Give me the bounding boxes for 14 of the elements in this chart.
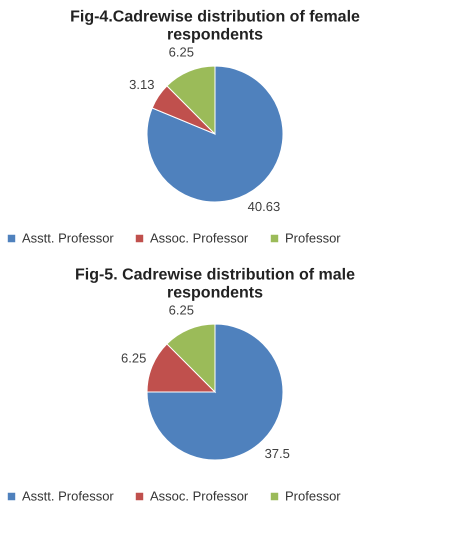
data-label: 40.63 [248, 199, 280, 214]
legend-label: Professor [285, 488, 342, 504]
chart-title: Fig-5. Cadrewise distribution of male respondents [74, 266, 356, 302]
legend-label: Assoc. Professor [150, 488, 249, 504]
chart-title: Fig-4.Cadrewise distribution of female respondents [70, 8, 360, 44]
legend-label: Assoc. Professor [150, 230, 249, 246]
data-label: 37.5 [264, 446, 290, 462]
data-label: 6.25 [121, 350, 146, 366]
legend-label: Asstt. Professor [22, 488, 114, 504]
legend-label: Professor [285, 230, 342, 246]
legend-label: Asstt. Professor [22, 230, 114, 246]
data-label: 6.25 [168, 302, 194, 318]
data-label: 6.25 [168, 44, 194, 60]
data-label: 3.13 [129, 77, 154, 92]
